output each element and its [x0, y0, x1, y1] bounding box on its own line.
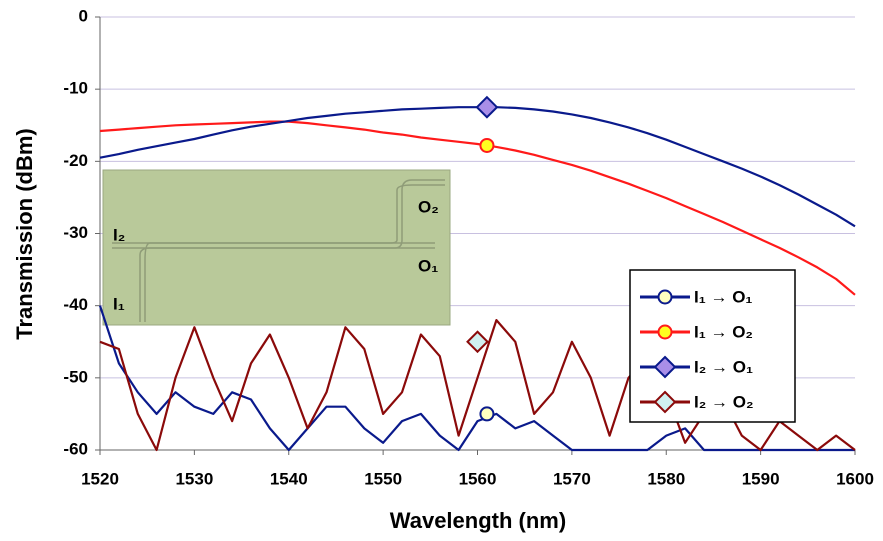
marker	[479, 137, 495, 153]
x-tick-label: 1590	[742, 469, 780, 488]
y-tick-label: 0	[79, 6, 88, 25]
series-line	[98, 305, 855, 452]
inset-label: O₂	[418, 197, 439, 216]
x-tick-label: 1570	[553, 469, 591, 488]
legend-label: I₁ → O₂	[694, 322, 753, 341]
legend-label: I₂ → O₂	[694, 392, 754, 411]
x-tick-label: 1580	[647, 469, 685, 488]
x-axis-title: Wavelength (nm)	[390, 508, 566, 533]
y-tick-label: -10	[63, 79, 88, 98]
legend-marker	[653, 390, 677, 414]
legend-marker	[657, 324, 673, 340]
y-tick-label: -60	[63, 439, 88, 458]
legend: I₁ → O₁ I₁ → O₂ I₂ → O₁ I₂ → O₂	[629, 269, 796, 423]
x-tick-label: 1520	[81, 469, 119, 488]
marker	[466, 330, 489, 354]
legend-marker	[657, 289, 673, 305]
y-axis-title: Transmission (dBm)	[12, 128, 37, 339]
x-tick-label: 1560	[459, 469, 497, 488]
marker	[479, 406, 495, 422]
inset-label: I₁	[113, 294, 125, 313]
legend-label: I₁ → O₁	[694, 287, 752, 306]
x-tick-label: 1530	[175, 469, 213, 488]
inset-label: O₁	[418, 256, 438, 275]
waveguide	[139, 179, 445, 322]
x-tick-label: 1600	[836, 469, 874, 488]
legend-label: I₂ → O₁	[694, 357, 753, 376]
y-tick-label: -50	[63, 367, 88, 386]
inset-label: I₂	[113, 225, 125, 244]
y-tick-label: -30	[63, 223, 88, 242]
series-line	[99, 120, 856, 296]
legend-marker	[653, 355, 677, 379]
x-tick-label: 1540	[270, 469, 308, 488]
y-tick-label: -40	[63, 295, 88, 314]
y-tick-label: -20	[63, 151, 88, 170]
x-tick-label: 1550	[364, 469, 402, 488]
legend-box	[629, 269, 796, 423]
marker	[475, 95, 499, 119]
inset-image: I₂ O₂ O₁ I₁	[102, 169, 451, 326]
